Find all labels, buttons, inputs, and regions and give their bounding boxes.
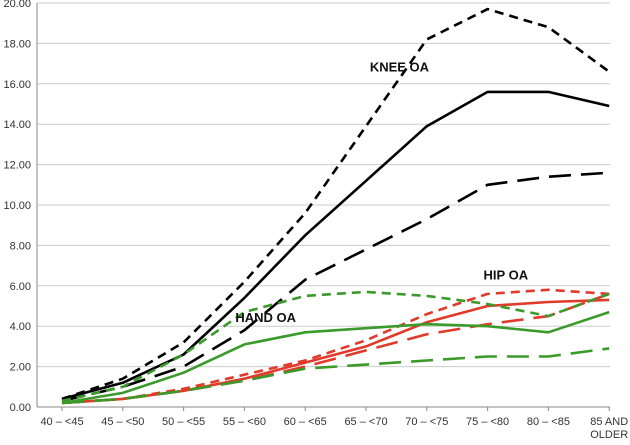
x-tick-label: 45 – <50 <box>101 416 144 428</box>
y-axis-ticks: 0.00 2.00 4.00 6.00 8.00 10.00 12.00 14.00 16.00… <box>3 0 31 414</box>
x-tick-label: 65 – <70 <box>344 416 387 428</box>
x-tick-label: 50 – <55 <box>162 416 205 428</box>
series-line-knee-short-dash <box>61 7 610 401</box>
series-line-hip-solid <box>61 298 610 405</box>
y-tick-label: 6.00 <box>10 281 31 293</box>
grid <box>36 2 610 408</box>
series-line-hip-long-dash <box>61 292 610 405</box>
y-tick-label: 0.00 <box>10 402 31 414</box>
y-tick-label: 2.00 <box>10 362 31 374</box>
annotations: KNEE OA HIP OA HAND OA <box>235 60 528 325</box>
annotation-label: HIP OA <box>484 268 529 283</box>
x-tick-label: 55 – <60 <box>223 416 266 428</box>
series-line-hand-long-dash <box>61 347 610 405</box>
x-axis-ticks: 40 – <45 45 – <50 50 – <55 55 – <60 60 – <65… <box>40 407 628 441</box>
annotation-label: HAND OA <box>235 310 296 325</box>
x-tick-label: 40 – <45 <box>40 416 83 428</box>
x-tick-label: 85 AND OLDER <box>590 416 628 441</box>
series-line-hand-short-dash <box>61 290 610 403</box>
y-tick-label: 4.00 <box>10 321 31 333</box>
y-tick-label: 20.00 <box>3 0 31 10</box>
series-line-hand-solid <box>61 310 610 405</box>
x-tick-label: 75 – <80 <box>466 416 509 428</box>
annotation-label: KNEE OA <box>370 60 430 75</box>
x-tick-label: 80 – <85 <box>527 416 570 428</box>
y-tick-label: 14.00 <box>3 119 31 131</box>
y-tick-label: 18.00 <box>3 38 31 50</box>
series-line-knee-long-dash <box>61 171 610 403</box>
y-tick-label: 8.00 <box>10 240 31 252</box>
series-line-knee-solid <box>61 90 610 401</box>
series-lines <box>61 7 610 405</box>
y-tick-label: 16.00 <box>3 79 31 91</box>
y-tick-label: 12.00 <box>3 160 31 172</box>
x-tick-label: 70 – <75 <box>405 416 448 428</box>
x-tick-label: 60 – <65 <box>284 416 327 428</box>
y-tick-label: 10.00 <box>3 200 31 212</box>
